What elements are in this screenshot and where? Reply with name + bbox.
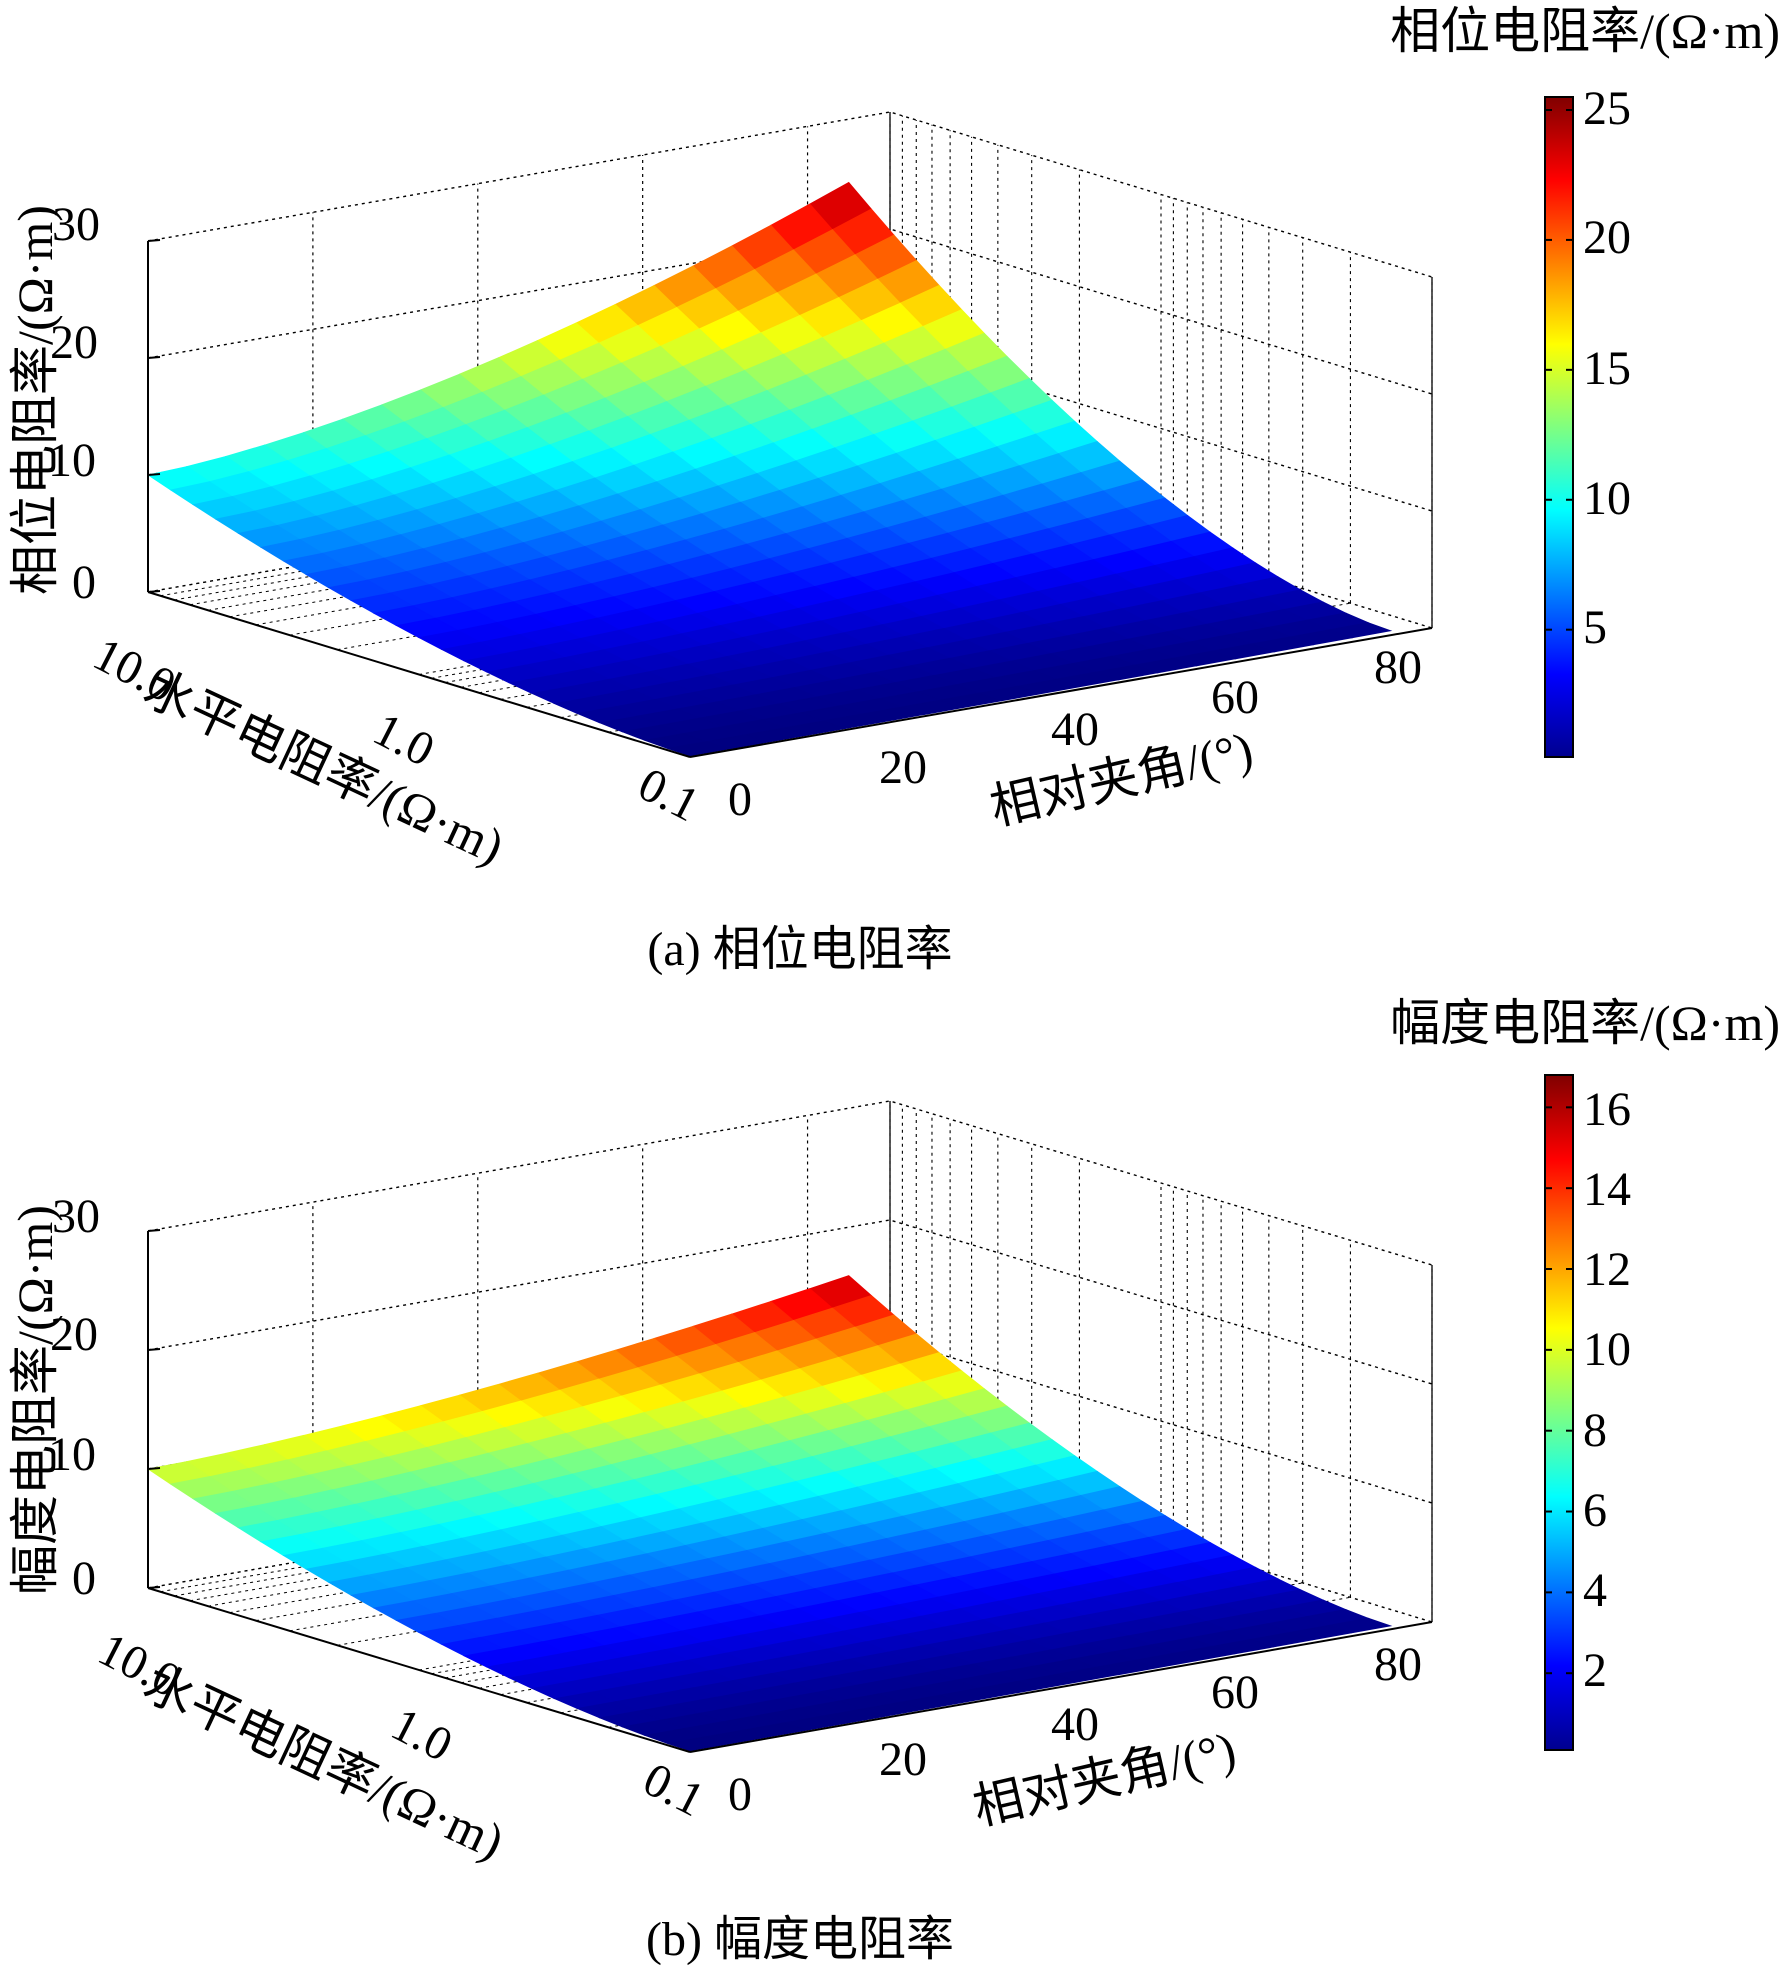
- panel-b-cbtick: 10: [1583, 1323, 1631, 1376]
- panel-b-xlabel: 相对夹角/(°): [968, 1721, 1241, 1836]
- panel-b-cbtick: 12: [1583, 1243, 1631, 1296]
- panel-b-xtick: 40: [1051, 1698, 1099, 1751]
- panel-b-cbtick: 2: [1583, 1644, 1607, 1697]
- panel-b-xtick-corner: 0: [728, 1768, 752, 1821]
- panel-b-caption: (b) 幅度电阻率: [646, 1913, 954, 1966]
- panel-b-surface: [146, 1275, 1393, 1752]
- panel-b-xtick: 80: [1374, 1638, 1422, 1691]
- panel-a-ylabel: 水平电阻率/(Ω·m): [135, 659, 512, 875]
- panel-a-cbtick: 20: [1583, 211, 1631, 264]
- panel-a-surface: [146, 181, 1393, 757]
- panel-b-ztick: 10: [48, 1428, 96, 1481]
- panel-a-zlabel: 相位电阻率/(Ω·m): [7, 205, 63, 595]
- panel-b-xtick: 60: [1211, 1666, 1259, 1719]
- panel-a-colorbar-ticks: [1545, 108, 1573, 631]
- panel-b-cbtick: 6: [1583, 1484, 1607, 1537]
- panel-b-colorbar: [1544, 1074, 1574, 1751]
- panel-b-ytick: 0.1: [635, 1753, 713, 1827]
- panel-a-axes: [147, 239, 1433, 758]
- panel-a-xtick: 80: [1374, 641, 1422, 694]
- surface-patch: [667, 741, 730, 757]
- panel-a-cbtick: 10: [1583, 472, 1631, 525]
- panel-a-cbtick: 5: [1583, 601, 1607, 654]
- panel-b: 30 20 10 0 10.0 1.0 0.1 0 20 40 60 80 幅度…: [7, 995, 1780, 1966]
- panel-b-xtick: 20: [879, 1733, 927, 1786]
- panel-a-xtick: 60: [1211, 671, 1259, 724]
- panel-b-ylabel: 水平电阻率/(Ω·m): [135, 1654, 512, 1870]
- panel-b-axes: [147, 1229, 1433, 1753]
- panel-a-xtick: 0: [728, 773, 752, 826]
- panel-a-cbtick: 15: [1583, 342, 1631, 395]
- panel-b-colorbar-ticks: [1545, 1106, 1573, 1675]
- panel-a: 30 20 10 0 10.0 1.0 0.1 0 20 40 60 80 相位…: [7, 3, 1780, 976]
- panel-b-ytick: 1.0: [383, 1698, 461, 1772]
- panel-a-colorbar-title: 相位电阻率/(Ω·m): [1390, 3, 1780, 59]
- panel-a-ztick: 30: [52, 198, 100, 251]
- panel-b-zlabel: 幅度电阻率/(Ω·m): [7, 1205, 63, 1595]
- panel-a-ztick: 10: [48, 434, 96, 487]
- panel-b-cbtick: 14: [1583, 1163, 1631, 1216]
- panel-a-colorbar: [1544, 96, 1574, 758]
- panel-b-ztick: 30: [52, 1190, 100, 1243]
- panel-b-colorbar-title: 幅度电阻率/(Ω·m): [1390, 995, 1780, 1051]
- panel-b-ztick: 20: [50, 1308, 98, 1361]
- panel-a-ztick: 20: [50, 316, 98, 369]
- panel-b-cbtick: 4: [1583, 1564, 1607, 1617]
- panel-a-ztick: 0: [72, 556, 96, 609]
- panel-a-ytick: 0.1: [630, 758, 708, 832]
- panel-a-xlabel: 相对夹角/(°): [985, 721, 1258, 836]
- panel-a-caption: (a) 相位电阻率: [647, 923, 952, 976]
- panel-a-xtick: 40: [1051, 703, 1099, 756]
- panel-b-cbtick: 16: [1583, 1083, 1631, 1136]
- panel-b-ztick: 0: [72, 1552, 96, 1605]
- surface-patch: [667, 1736, 730, 1752]
- panel-a-xtick: 20: [879, 741, 927, 794]
- panel-a-cbtick: 25: [1583, 82, 1631, 135]
- panel-b-cbtick: 8: [1583, 1404, 1607, 1457]
